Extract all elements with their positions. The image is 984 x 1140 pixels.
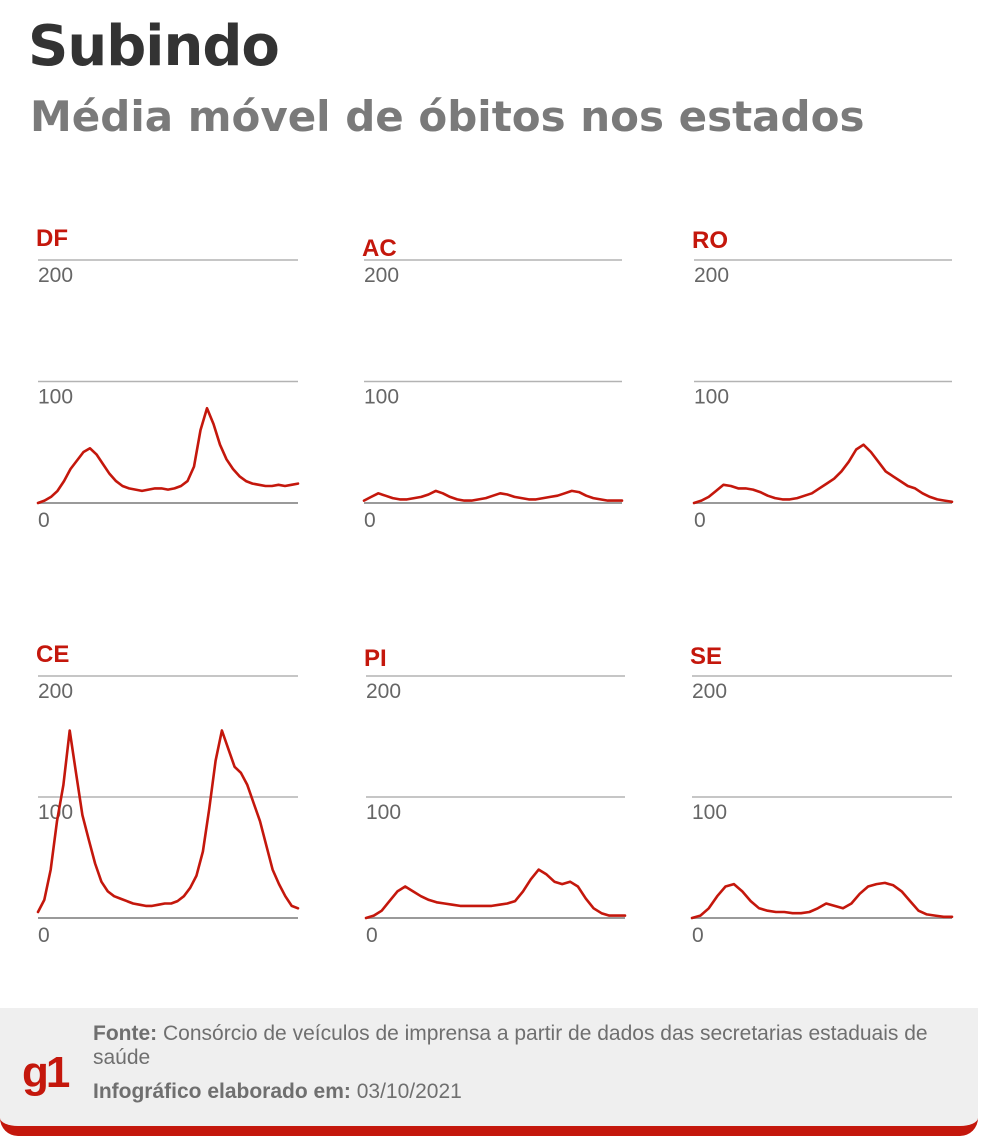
chart-panel-df: DF 0 100 200 xyxy=(36,225,300,532)
date-line: Infográfico elaborado em: 03/10/2021 xyxy=(93,1080,953,1104)
tick-label: 100 xyxy=(38,386,73,409)
tick-label: 100 xyxy=(694,386,729,409)
chart-panel-se: SE 0 100 200 xyxy=(690,643,954,947)
tick-label: 200 xyxy=(692,680,727,703)
tick-label: 0 xyxy=(366,924,378,947)
state-label: PI xyxy=(364,645,387,672)
chart-subtitle: Média móvel de óbitos nos estados xyxy=(30,92,865,141)
tick-label: 100 xyxy=(692,801,727,824)
tick-label: 100 xyxy=(366,801,401,824)
tick-label: 100 xyxy=(364,386,399,409)
footer: g1 Fonte: Consórcio de veículos de impre… xyxy=(0,1008,978,1136)
series-line xyxy=(36,729,300,914)
state-label: SE xyxy=(690,643,722,670)
date-value: 03/10/2021 xyxy=(356,1080,462,1103)
tick-label: 0 xyxy=(38,509,50,532)
chart-title: Subindo xyxy=(28,14,280,79)
chart-panel-ro: RO 0 100 200 xyxy=(692,227,954,532)
date-label: Infográfico elaborado em: xyxy=(93,1080,351,1103)
tick-label: 0 xyxy=(38,924,50,947)
series-line xyxy=(692,443,954,505)
series-line xyxy=(364,868,627,920)
footer-text: Fonte: Consórcio de veículos de imprensa… xyxy=(93,1022,953,1104)
tick-label: 200 xyxy=(694,264,729,287)
chart-panel-pi: PI 0 100 200 xyxy=(364,645,627,947)
tick-label: 200 xyxy=(38,264,73,287)
tick-label: 200 xyxy=(364,264,399,287)
state-label: AC xyxy=(362,235,397,262)
series-line xyxy=(362,489,624,502)
chart-panel-ce: CE 0 100 200 xyxy=(36,641,300,947)
chart-panel-ac: AC 0 100 200 xyxy=(362,235,624,532)
source-text: Consórcio de veículos de imprensa a part… xyxy=(93,1022,928,1069)
g1-logo: g1 xyxy=(22,1048,70,1097)
tick-label: 200 xyxy=(38,680,73,703)
state-label: DF xyxy=(36,225,68,252)
state-label: RO xyxy=(692,227,728,254)
tick-label: 0 xyxy=(364,509,376,532)
series-line xyxy=(690,881,954,920)
small-multiples-charts: DF0100200AC0100200RO0100200CE0100200PI01… xyxy=(36,225,954,947)
tick-label: 200 xyxy=(366,680,401,703)
tick-label: 0 xyxy=(694,509,706,532)
tick-label: 0 xyxy=(692,924,704,947)
source-line: Fonte: Consórcio de veículos de imprensa… xyxy=(93,1022,953,1070)
tick-label: 100 xyxy=(38,801,73,824)
series-line xyxy=(36,406,300,505)
state-label: CE xyxy=(36,641,69,668)
source-label: Fonte: xyxy=(93,1022,158,1045)
